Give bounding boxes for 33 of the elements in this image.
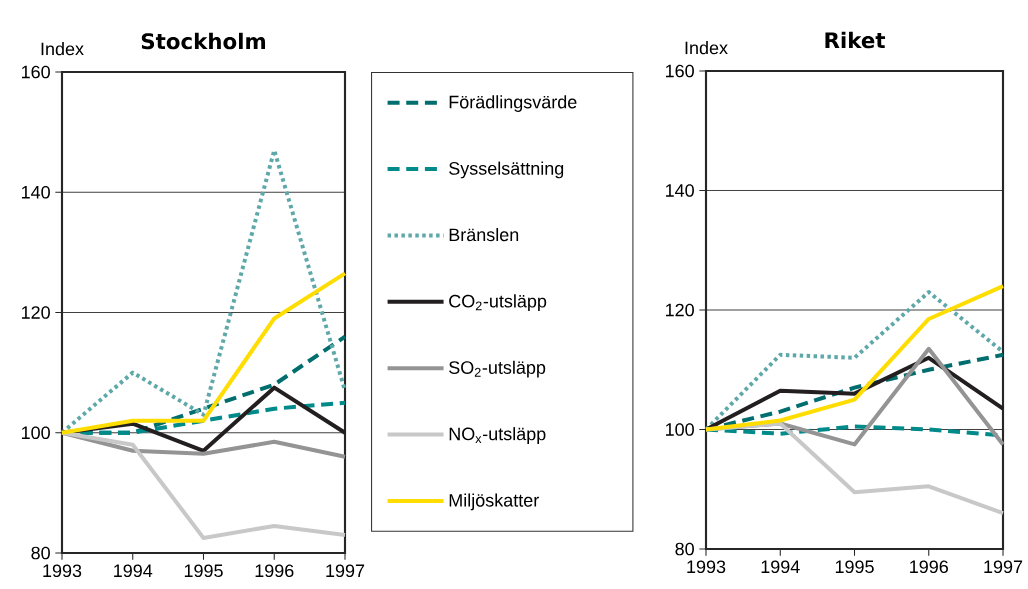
y-tick-label: 160 xyxy=(666,64,694,78)
y-tick-label: 80 xyxy=(31,546,50,560)
y-tick-label: 80 xyxy=(675,542,694,556)
x-tick-label: 1994 xyxy=(761,560,800,574)
y-axis-title: Index xyxy=(41,42,84,56)
x-tick-label: 1997 xyxy=(984,560,1023,574)
chart-title: Stockholm xyxy=(141,32,266,50)
y-tick-label: 100 xyxy=(21,426,50,440)
x-tick-label: 1993 xyxy=(687,560,726,574)
legend-label: Bränslen xyxy=(449,227,519,242)
y-tick-label: 160 xyxy=(21,65,50,79)
y-tick-label: 120 xyxy=(666,303,694,317)
y-tick-label: 140 xyxy=(666,184,694,197)
x-tick-label: 1996 xyxy=(255,564,294,578)
y-axis-title: Index xyxy=(685,41,728,55)
line-series xyxy=(60,148,347,435)
x-tick-label: 1993 xyxy=(43,564,82,578)
legend-label: Sysselsättning xyxy=(449,161,564,179)
x-tick-label: 1995 xyxy=(184,564,223,578)
legend-label: Miljöskatter xyxy=(449,493,539,511)
y-tick-label: 100 xyxy=(666,423,694,436)
x-tick-label: 1994 xyxy=(114,564,153,578)
legend-label: CO$_{2}$-utsläpp xyxy=(449,294,547,312)
legend-label: SO$_{2}$-utsläpp xyxy=(449,360,546,378)
legend-label: NO$_{x}$-utsläpp xyxy=(449,427,546,444)
x-tick-label: 1995 xyxy=(835,560,874,574)
y-tick-label: 120 xyxy=(21,306,50,319)
chart-title: Riket xyxy=(825,31,886,49)
x-tick-label: 1996 xyxy=(910,560,948,574)
legend-label: Förädlingsvärde xyxy=(449,95,577,112)
x-tick-label: 1997 xyxy=(326,564,365,578)
line-series xyxy=(60,271,347,435)
y-tick-label: 140 xyxy=(21,185,50,199)
